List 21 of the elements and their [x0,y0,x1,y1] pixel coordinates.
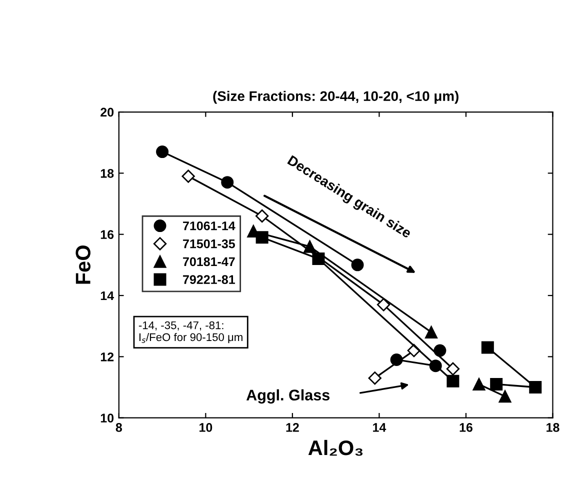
legend-label: 70181-47 [183,257,235,266]
x-axis-title: Al₂O₃ [308,440,363,456]
y-tick-label: 14 [100,291,114,300]
x-tick-label: 18 [546,423,560,432]
x-tick-label: 8 [116,423,122,432]
y-tick-label: 16 [100,230,114,239]
x-tick-label: 12 [286,423,299,432]
annotation: Aggl. Glass [246,389,330,404]
y-axis-title: FeO [76,246,90,284]
y-tick-label: 20 [100,108,114,117]
legend-label: 71061-14 [183,221,236,230]
x-tick-label: 10 [200,423,212,432]
y-tick-label: 18 [100,168,114,178]
annotation: -14, -35, -47, -81: I$_{s}$/FeO for 90-150 μm [138,321,242,344]
chart-title: (Size Fractions: 20-44, 10-20, <10 μm) [213,90,458,104]
legend-label: 79221-81 [183,275,235,284]
y-tick-label: 12 [100,352,114,362]
legend-label: 71501-35 [183,239,235,248]
x-tick-label: 16 [460,423,472,432]
x-tick-label: 14 [373,423,386,432]
y-tick-label: 10 [100,414,114,422]
